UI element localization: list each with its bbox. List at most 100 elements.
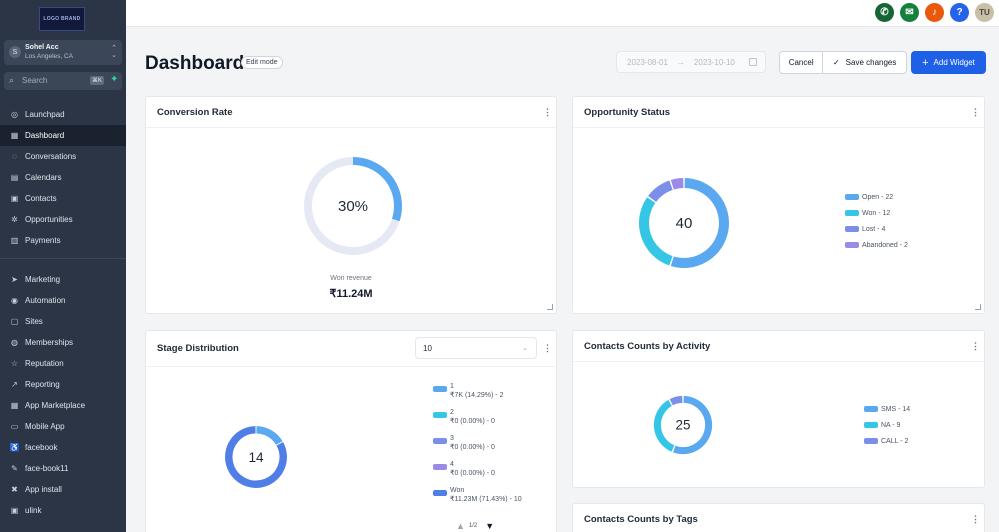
stage-legend-item[interactable]: Won ₹11.23M (71.43%) - 10 [433,486,522,504]
opportunity-legend-item[interactable]: Won - 12 [845,205,908,221]
pager-status: 1/2 [468,523,478,529]
widget-title: Stage Distribution [157,343,239,354]
opportunity-slice-2[interactable] [648,180,673,203]
user-avatar[interactable]: TU [975,3,994,22]
legend-label: Lost - 4 [862,225,886,233]
stage-donut-chart: 14 [225,426,287,488]
sidebar-item-memberships[interactable]: ◍ Memberships [0,332,126,353]
more-options-icon[interactable]: ⋮ [971,514,980,524]
legend-pager: ▲ 1/2 ▼ [456,521,494,531]
date-range-picker[interactable]: 2023-08-01 → 2023-10-10 [616,51,766,73]
opportunities-icon: ✲ [11,215,18,224]
sidebar-item-app-install[interactable]: ✖ App install [0,479,126,500]
activity-slice-2[interactable] [669,395,683,406]
won-revenue-amount: ₹11.24M [329,288,373,300]
sidebar-search[interactable]: ⌕ Search ⌘K ✦ [4,72,122,90]
stage-legend-item[interactable]: 4 ₹0 (0.00%) - 0 [433,460,522,478]
stage-legend-item[interactable]: 3 ₹0 (0.00%) - 0 [433,434,522,452]
arrow-right-icon: → [676,57,685,67]
account-avatar: S [9,46,21,58]
stage-legend-item[interactable]: 2 ₹0 (0.00%) - 0 [433,408,522,426]
sidebar-item-face-book11[interactable]: ✎ face-book11 [0,458,126,479]
opportunity-legend-item[interactable]: Abandoned - 2 [845,237,908,253]
widget-contacts-by-activity: Contacts Counts by Activity ⋮ 25 SMS - 1… [572,330,985,488]
opportunity-slice-3[interactable] [670,178,684,190]
megaphone-icon[interactable]: ✉ [900,3,919,22]
legend-label: Won - 12 [862,209,891,217]
sidebar-item-launchpad[interactable]: ◎ Launchpad [0,104,126,125]
more-options-icon[interactable]: ⋮ [543,107,552,117]
sidebar-item-ulink[interactable]: ▣ ulink [0,500,126,521]
opportunity-legend-item[interactable]: Lost - 4 [845,221,908,237]
card-divider [573,361,984,362]
opportunity-legend: Open - 22 Won - 12 Lost - 4 Abandoned - 2 [845,189,908,253]
sidebar-item-app-marketplace[interactable]: ▦ App Marketplace [0,395,126,416]
cancel-button[interactable]: Cancel [780,52,824,73]
sidebar-item-reporting[interactable]: ↗ Reporting [0,374,126,395]
legend-swatch [433,490,447,496]
activity-legend-item[interactable]: NA - 9 [864,417,910,433]
account-switcher[interactable]: S Sohel Acc Los Angeles, CA ⌃ ⌄ [4,40,122,65]
opportunity-slice-1[interactable] [639,197,673,266]
link-icon: ▣ [10,506,19,515]
stage-legend-item[interactable]: 1 ₹7K (14.29%) - 2 [433,382,522,400]
add-widget-button[interactable]: + Add Widget [911,51,986,74]
more-options-icon[interactable]: ⋮ [543,343,552,353]
pager-next-icon[interactable]: ▼ [485,521,495,531]
sidebar-item-opportunities[interactable]: ✲ Opportunities [0,209,126,230]
stage-slice-4[interactable] [225,426,287,488]
opportunity-legend-item[interactable]: Open - 22 [845,189,908,205]
widget-title: Contacts Counts by Activity [584,341,711,352]
add-widget-label: Add Widget [933,58,975,67]
sidebar-item-reputation[interactable]: ☆ Reputation [0,353,126,374]
stage-count-select[interactable]: 10 ⌄ [415,337,537,359]
pager-prev-icon[interactable]: ▲ [456,521,465,531]
widget-title: Opportunity Status [584,107,671,118]
sidebar-item-label: Contacts [25,194,57,203]
activity-slice-1[interactable] [653,399,675,452]
sidebar-item-calendars[interactable]: ▤ Calendars [0,167,126,188]
chevron-down-icon: ⌄ [522,345,528,352]
more-options-icon[interactable]: ⋮ [971,341,980,351]
ai-sparkle-icon[interactable]: ✦ [110,74,119,85]
sidebar-item-automation[interactable]: ◉ Automation [0,290,126,311]
widget-conversion-rate: Conversion Rate ⋮ 30% Won revenue ₹11.24… [145,96,557,314]
brand-logo[interactable]: LOGO BRAND [39,7,85,31]
phone-icon[interactable]: ✆ [875,3,894,22]
sidebar-item-label: Automation [25,296,66,305]
activity-slice-0[interactable] [672,395,713,455]
sidebar-item-payments[interactable]: ▥ Payments [0,230,126,251]
sidebar-item-label: Mobile App [25,422,65,431]
sidebar-item-facebook[interactable]: ♿ facebook [0,437,126,458]
resize-handle[interactable] [975,304,981,310]
sidebar-item-label: Reporting [25,380,60,389]
sidebar-item-marketing[interactable]: ➤ Marketing [0,269,126,290]
activity-legend-item[interactable]: SMS - 14 [864,401,910,417]
resize-handle[interactable] [547,304,553,310]
stage-slice-0[interactable] [256,426,283,446]
sidebar-item-mobile-app[interactable]: ▭ Mobile App [0,416,126,437]
widget-contacts-by-tags: Contacts Counts by Tags ⋮ [572,503,985,532]
chat-icon: ◌ [12,152,17,161]
won-revenue-caption: Won revenue [330,275,372,282]
wrench-icon: ✎ [11,464,18,473]
page-title: Dashboard [145,53,245,74]
sidebar-item-label: App install [25,485,62,494]
help-icon[interactable]: ? [950,3,969,22]
sidebar-divider [0,258,126,259]
sidebar-item-contacts[interactable]: ▣ Contacts [0,188,126,209]
sidebar-item-dashboard[interactable]: ▦ Dashboard [0,125,126,146]
mobile-icon: ▭ [10,422,19,431]
activity-legend-item[interactable]: CALL - 2 [864,433,910,449]
sidebar-nav-main: ◎ Launchpad ▦ Dashboard ◌ Conversations ▤ Calen… [0,104,126,251]
sidebar-item-conversations[interactable]: ◌ Conversations [0,146,126,167]
sidebar-item-label: face-book11 [25,464,69,473]
automation-icon: ◉ [11,296,18,305]
save-changes-button[interactable]: ✓ Save changes [823,52,906,73]
bell-icon[interactable]: ♪ [925,3,944,22]
legend-stage-value: ₹0 (0.00%) - 0 [450,470,495,477]
opportunity-slice-0[interactable] [670,178,729,268]
more-options-icon[interactable]: ⋮ [971,107,980,117]
sidebar-item-sites[interactable]: ▢ Sites [0,311,126,332]
contacts-icon: ▣ [10,194,19,203]
